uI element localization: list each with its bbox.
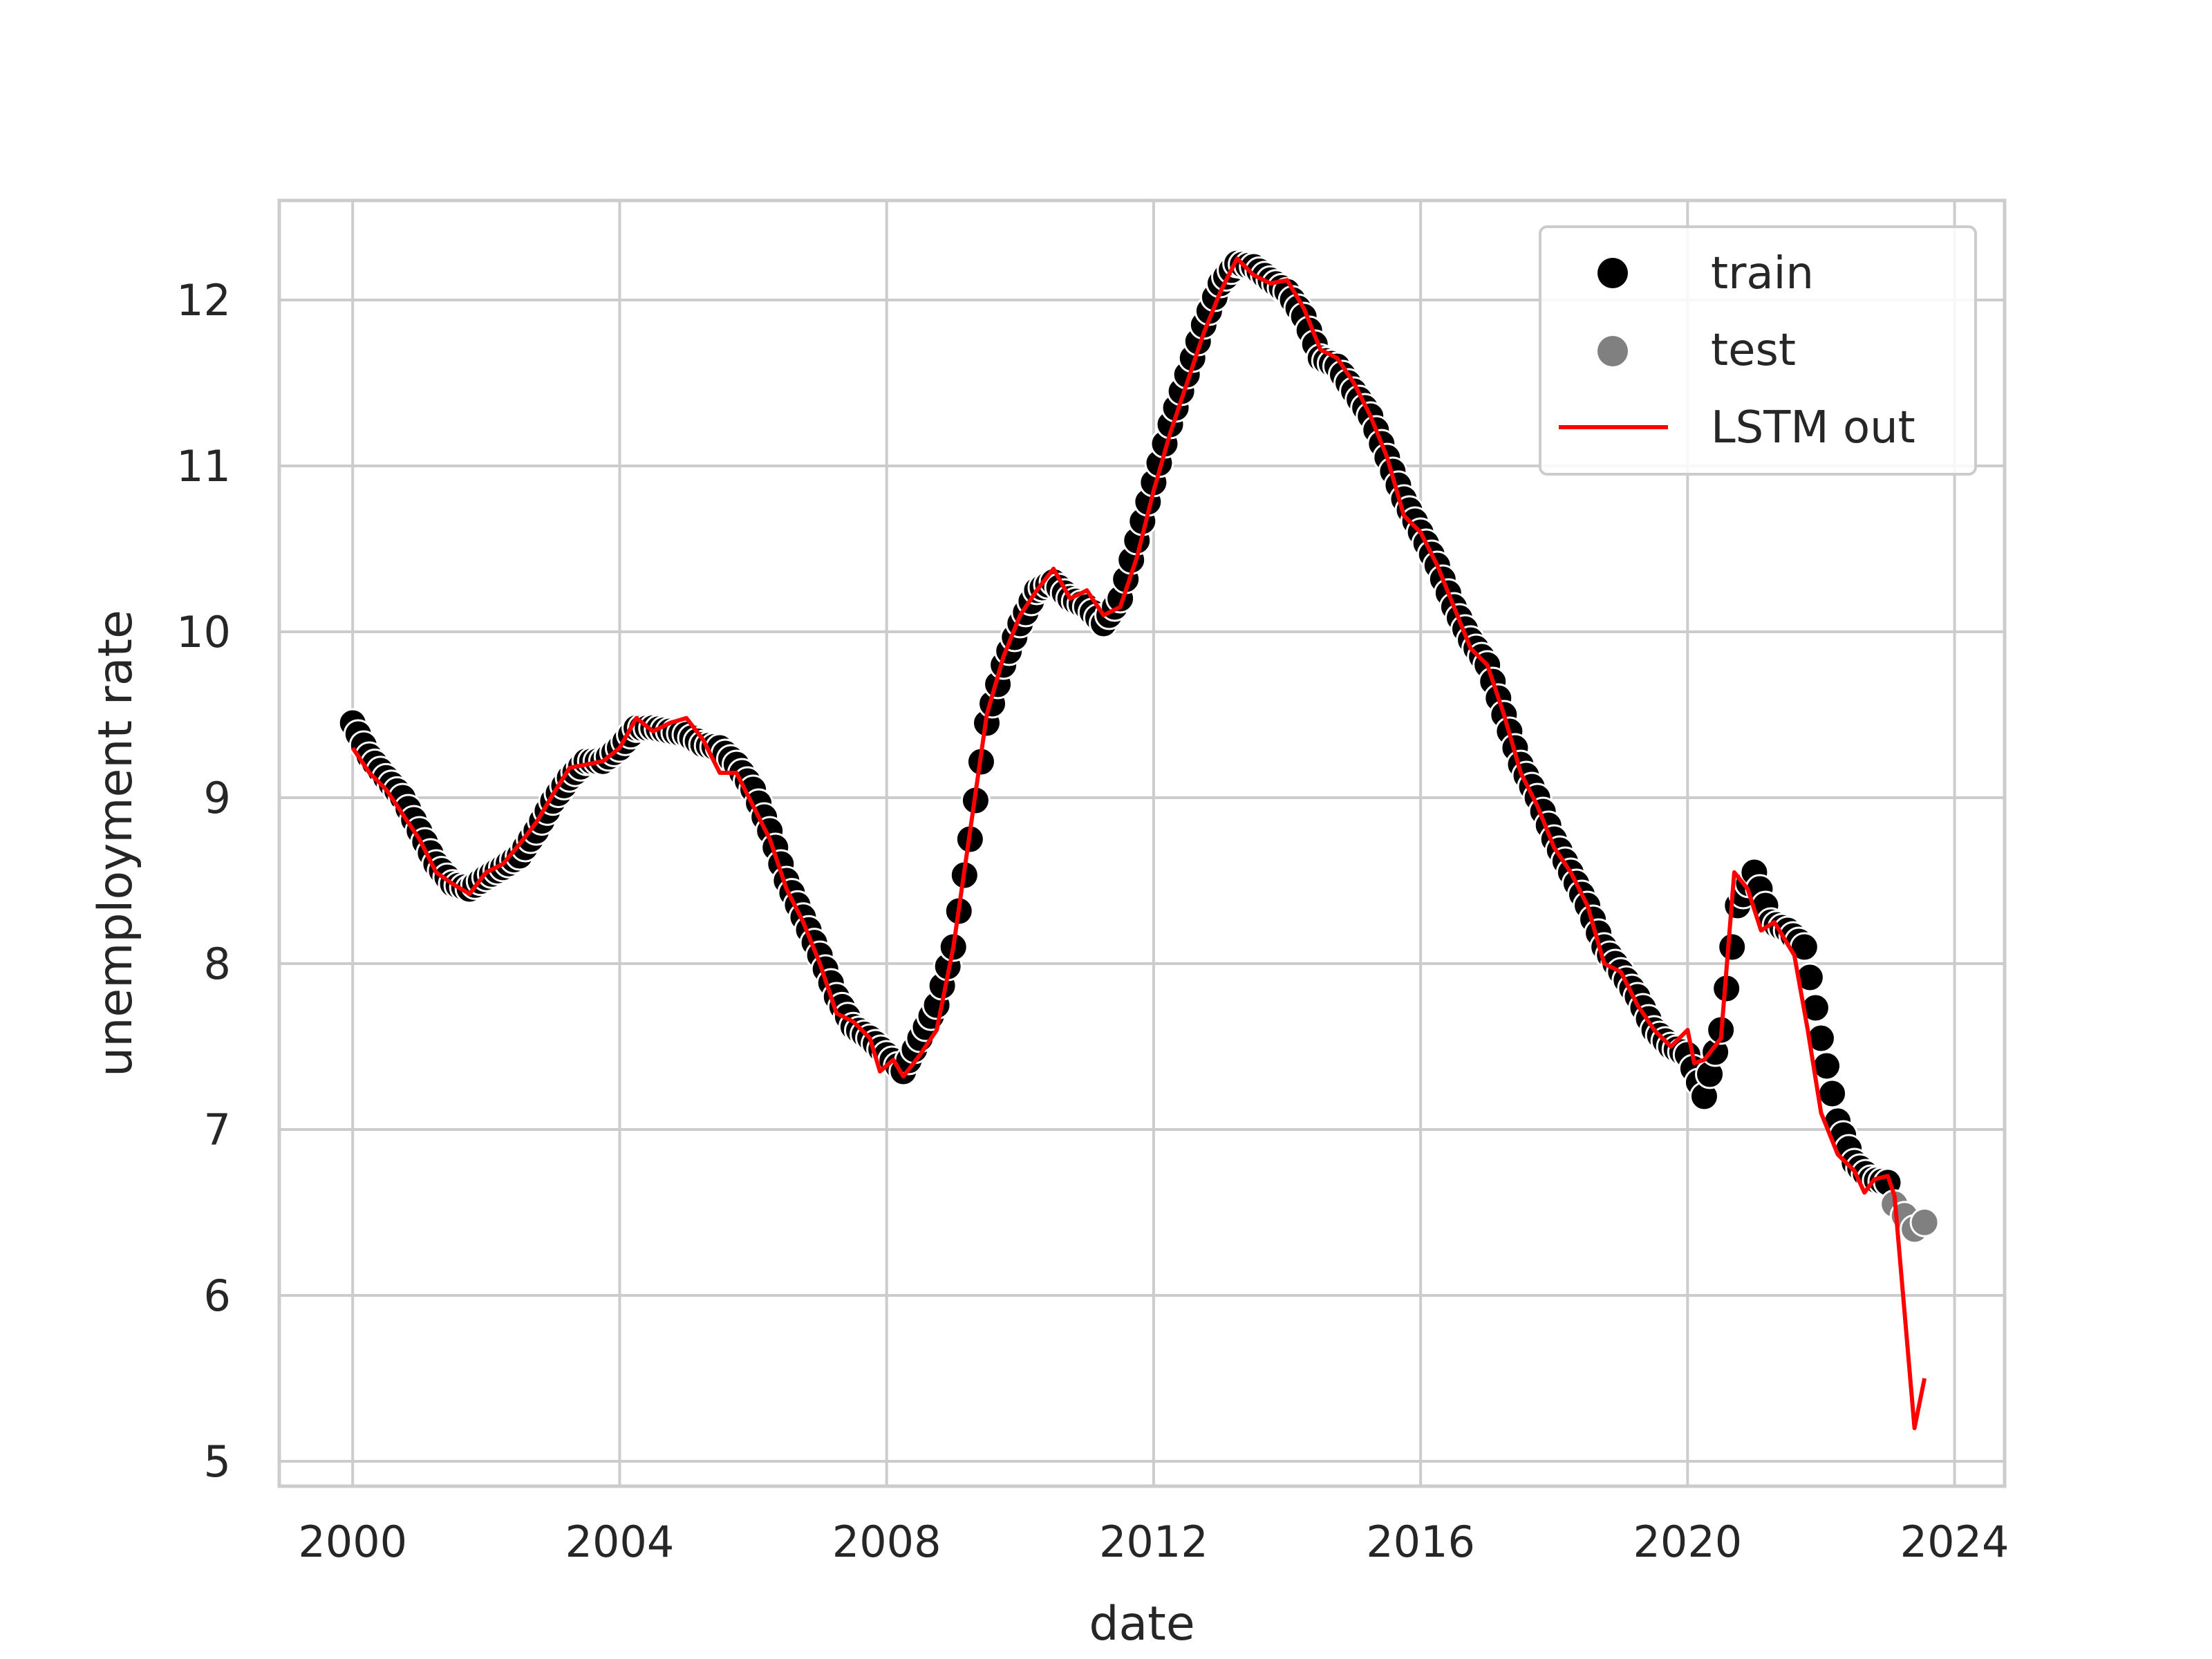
y-tick-label: 8 <box>204 939 231 989</box>
y-tick-label: 10 <box>176 607 231 657</box>
x-tick-label: 2016 <box>1366 1517 1475 1567</box>
x-tick-label: 2020 <box>1633 1517 1742 1567</box>
lstm-out-line <box>350 256 1927 1430</box>
test-point <box>1909 1207 1940 1237</box>
legend-marker-test <box>1597 336 1628 366</box>
y-tick-label: 9 <box>204 773 231 823</box>
y-tick-label: 6 <box>204 1271 231 1321</box>
y-axis-title: unemployment rate <box>88 610 143 1077</box>
x-tick-label: 2000 <box>298 1517 407 1567</box>
plot-frame <box>277 198 2007 1488</box>
data-layer <box>337 248 1940 1430</box>
legend-box <box>1539 225 1977 476</box>
x-tick-label: 2008 <box>832 1517 941 1567</box>
legend-label-lstm: LSTM out <box>1711 402 1915 453</box>
x-tick-label: 2024 <box>1900 1517 2009 1567</box>
x-tick-label: 2012 <box>1099 1517 1208 1567</box>
legend-label-test: test <box>1711 325 1796 376</box>
x-axis-title: date <box>1089 1597 1194 1651</box>
legend: train test LSTM out <box>1539 225 1977 476</box>
legend-marker-train <box>1597 258 1628 288</box>
train-point <box>1717 932 1747 962</box>
y-tick-label: 12 <box>176 275 231 326</box>
y-tick-label: 7 <box>204 1105 231 1155</box>
legend-label-train: train <box>1711 248 1814 299</box>
tick-labels: 2000 2004 2008 2012 2016 2020 2024 5 6 7 8 9 10 11 12 <box>176 275 2009 1567</box>
y-tick-label: 5 <box>204 1436 231 1487</box>
train-point <box>1817 1078 1848 1109</box>
x-tick-label: 2004 <box>565 1517 675 1567</box>
y-tick-label: 11 <box>176 441 231 491</box>
train-point <box>1794 962 1825 993</box>
